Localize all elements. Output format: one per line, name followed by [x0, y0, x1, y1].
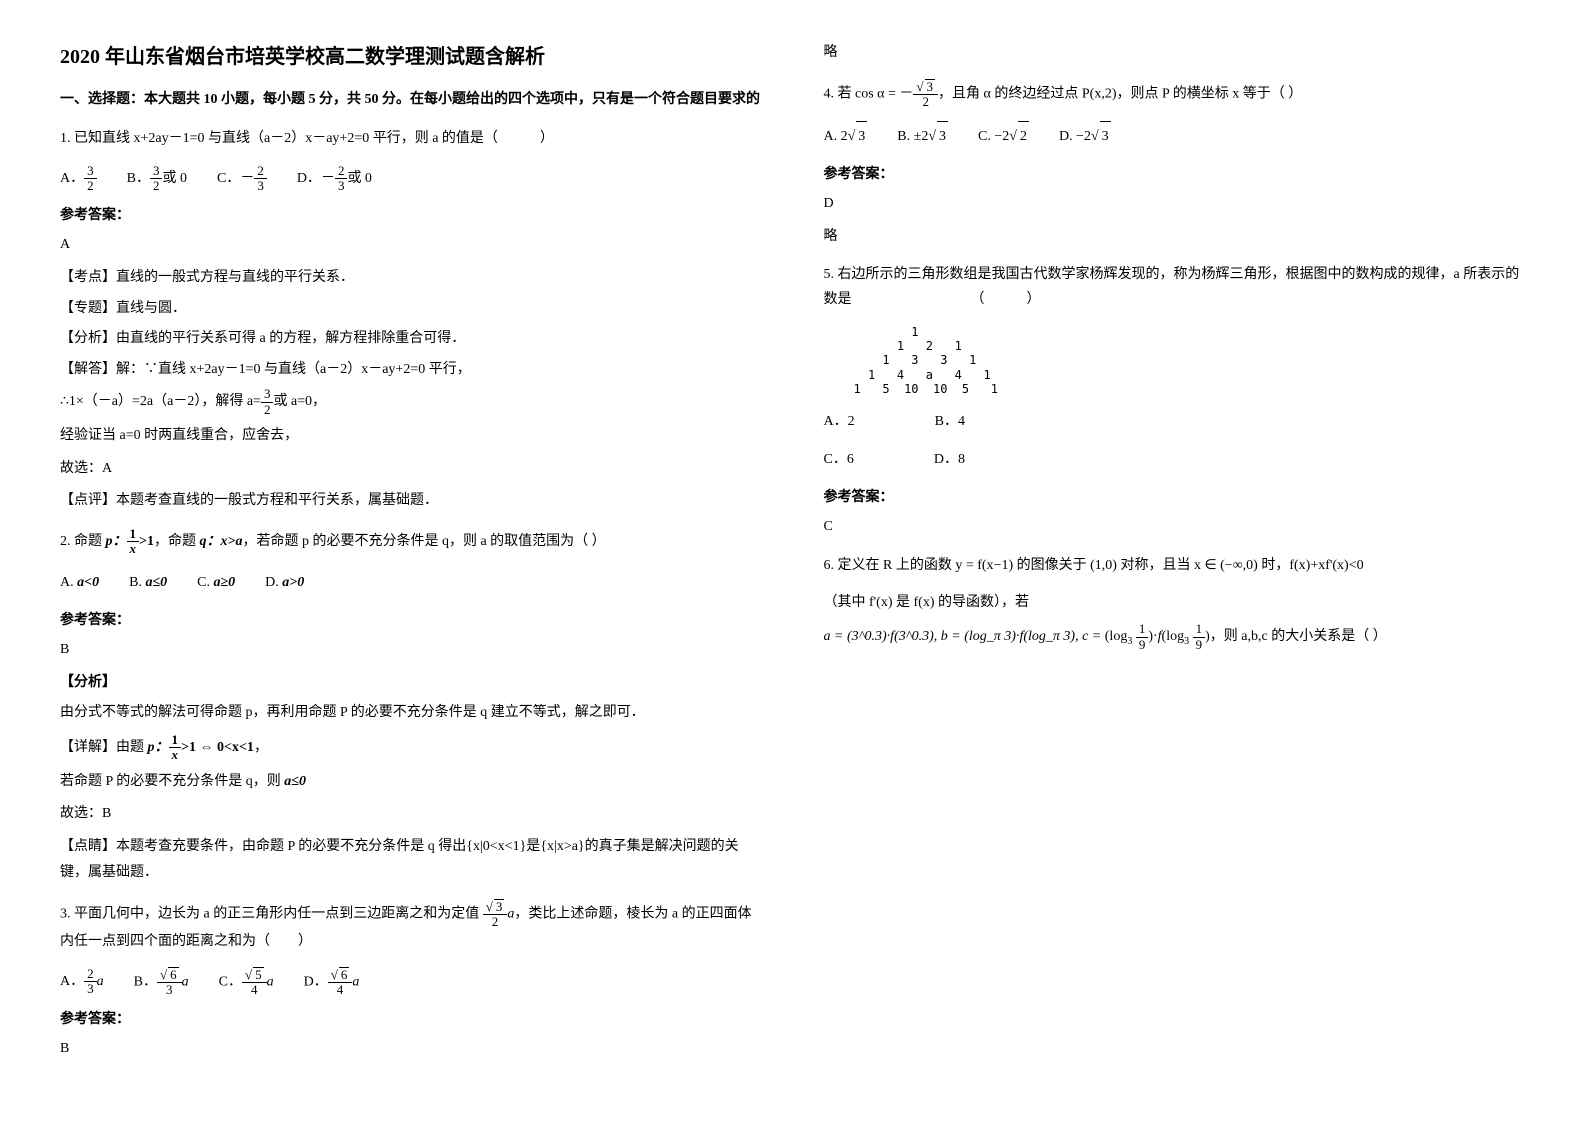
- q6-expr: a = (3^0.3)·f(3^0.3), b = (log_π 3)·f(lo…: [824, 622, 1528, 652]
- question-6: 6. 定义在 R 上的函数 y = f(x−1) 的图像关于 (1,0) 对称，…: [824, 553, 1528, 578]
- q1-answer-label: 参考答案：: [60, 204, 764, 224]
- section-instruction: 一、选择题：本大题共 10 小题，每小题 5 分，共 50 分。在每小题给出的四…: [60, 89, 764, 111]
- q2-options: A. a<0 B. a≤0 C. a≥0 D. a>0: [60, 568, 764, 599]
- q5-opt-a: A．2: [824, 407, 855, 438]
- q5-options-2: C．6 D．8: [824, 445, 1528, 476]
- q5-opt-b: B．4: [935, 407, 965, 438]
- q6-stem-mid: （其中 f'(x) 是 f(x) 的导函数），若: [824, 590, 1528, 617]
- q2-opt-b: B. a≤0: [129, 568, 167, 599]
- question-2: 2. 命题 p：1x>1，命题 q：x>a，若命题 p 的必要不充分条件是 q，…: [60, 527, 764, 557]
- q1-tag-category: 【专题】直线与圆．: [60, 296, 764, 323]
- q4-opt-a: A. 2√3: [824, 121, 868, 153]
- q5-answer-label: 参考答案：: [824, 486, 1528, 506]
- q5-answer: C: [824, 514, 1528, 541]
- q4-answer-label: 参考答案：: [824, 163, 1528, 183]
- question-5: 5. 右边所示的三角形数组是我国古代数学家杨辉发现的，称为杨辉三角形，根据图中的…: [824, 262, 1528, 312]
- q1-tag-topic: 【考点】直线的一般式方程与直线的平行关系．: [60, 265, 764, 292]
- q3-opt-a: A．23a: [60, 967, 104, 998]
- q1-sol-line2: 经验证当 a=0 时两直线重合，应舍去，: [60, 423, 764, 450]
- q1-tag-analysis: 【分析】由直线的平行关系可得 a 的方程，解方程排除重合可得．: [60, 326, 764, 353]
- q2-sol-line2: 故选：B: [60, 801, 764, 828]
- q5-options: A．2 B．4: [824, 407, 1528, 438]
- q3-sol: 略: [824, 40, 1528, 67]
- page-title: 2020 年山东省烟台市培英学校高二数学理测试题含解析: [60, 40, 764, 69]
- q1-stem: 1. 已知直线 x+2ay－1=0 与直线（a－2）x－ay+2=0 平行，则 …: [60, 131, 554, 146]
- q1-opt-a: A．32: [60, 164, 97, 195]
- q2-tag-analysis: 【分析】: [60, 670, 764, 697]
- q2-tag-comment: 【点睛】本题考查充要条件，由命题 P 的必要不充分条件是 q 得出{x|0<x<…: [60, 834, 764, 887]
- q4-opt-b: B. ±2√3: [897, 121, 948, 153]
- q1-options: A．32 B．32或 0 C．－23 D．－23或 0: [60, 164, 764, 195]
- question-1: 1. 已知直线 x+2ay－1=0 与直线（a－2）x－ay+2=0 平行，则 …: [60, 126, 764, 151]
- q3-opt-d: D．√64a: [304, 967, 360, 998]
- q3-answer-label: 参考答案：: [60, 1008, 764, 1028]
- q3-options: A．23a B．√63a C．√54a D．√64a: [60, 967, 764, 998]
- q1-answer: A: [60, 232, 764, 259]
- q4-opt-c: C. −2√2: [978, 121, 1029, 153]
- q1-sol-line3: 故选：A: [60, 456, 764, 483]
- q4-options: A. 2√3 B. ±2√3 C. −2√2 D. −2√3: [824, 121, 1528, 153]
- q2-opt-c: C. a≥0: [197, 568, 235, 599]
- q1-opt-d: D．－23或 0: [297, 164, 372, 195]
- q2-answer: B: [60, 637, 764, 664]
- q2-answer-label: 参考答案：: [60, 609, 764, 629]
- q5-opt-c: C．6: [824, 445, 854, 476]
- question-4: 4. 若 cos α = －√32，且角 α 的终边经过点 P(x,2)，则点 …: [824, 79, 1528, 110]
- q2-opt-d: D. a>0: [265, 568, 304, 599]
- q1-sol-line1: ∴1×（－a）=2a（a－2），解得 a=32或 a=0，: [60, 387, 764, 417]
- q1-opt-b: B．32或 0: [127, 164, 187, 195]
- q4-answer: D: [824, 191, 1528, 218]
- q4-opt-d: D. −2√3: [1059, 121, 1111, 153]
- q3-opt-c: C．√54a: [219, 967, 274, 998]
- q2-analysis-text: 由分式不等式的解法可得命题 p，再利用命题 P 的必要不充分条件是 q 建立不等…: [60, 700, 764, 727]
- q2-detail: 【详解】由题 p：1x>1 ⇔ 0<x<1，: [60, 733, 764, 763]
- q1-opt-c: C．－23: [217, 164, 267, 195]
- q3-opt-b: B．√63a: [134, 967, 189, 998]
- q5-opt-d: D．8: [934, 445, 965, 476]
- q1-tag-comment: 【点评】本题考查直线的一般式方程和平行关系，属基础题．: [60, 488, 764, 515]
- pascal-triangle: 1 1 2 1 1 3 3 1 1 4 a 4 1 1 5 10 10 5 1: [854, 325, 1528, 397]
- question-3: 3. 平面几何中，边长为 a 的正三角形内任一点到三边距离之和为定值 √32a，…: [60, 899, 764, 955]
- q2-opt-a: A. a<0: [60, 568, 99, 599]
- q3-answer: B: [60, 1036, 764, 1063]
- q4-sol: 略: [824, 224, 1528, 251]
- q1-tag-solution: 【解答】解：∵直线 x+2ay－1=0 与直线（a－2）x－ay+2=0 平行，: [60, 357, 764, 384]
- q2-sol-line1: 若命题 P 的必要不充分条件是 q，则 a≤0: [60, 769, 764, 796]
